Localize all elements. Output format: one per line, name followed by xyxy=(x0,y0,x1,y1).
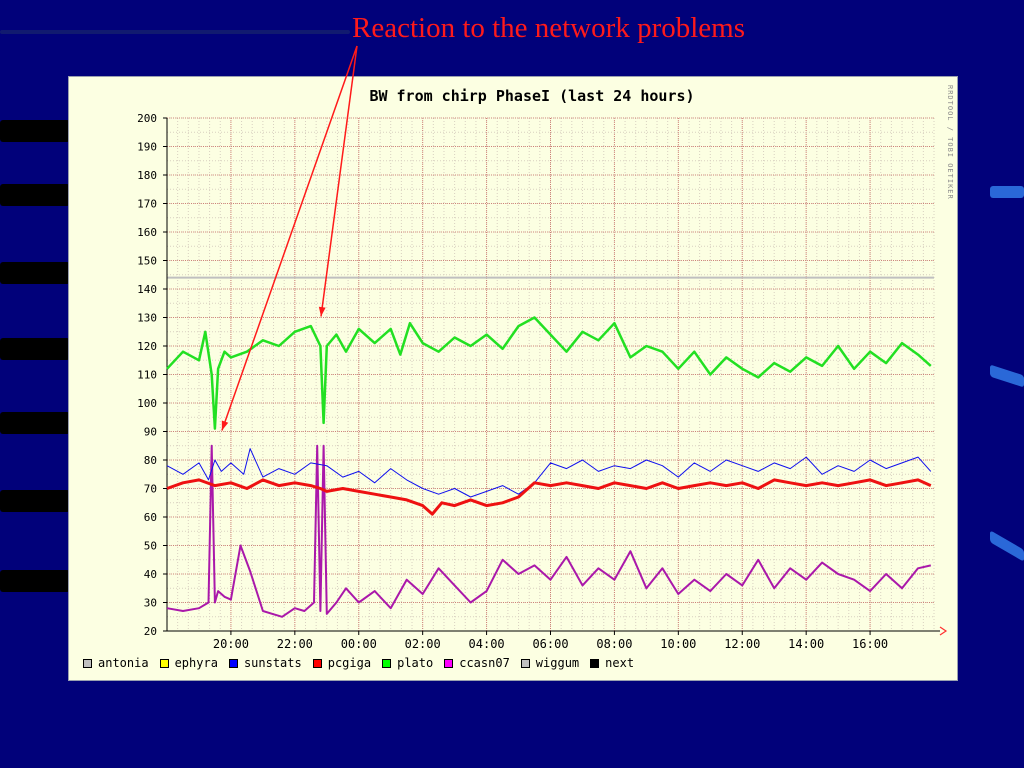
legend-swatch xyxy=(520,658,530,668)
y-tick-label: 200 xyxy=(137,112,157,125)
decor-bar xyxy=(0,490,70,512)
legend-label: wiggum xyxy=(535,656,580,670)
decor-bar xyxy=(990,186,1024,198)
legend-swatch xyxy=(83,658,92,668)
decor-bar xyxy=(0,338,70,360)
decor-bar xyxy=(0,30,350,34)
legend-swatch xyxy=(382,658,392,668)
legend-item-pcgiga: pcgiga xyxy=(312,656,372,670)
legend-item-next: next xyxy=(590,656,634,670)
legend-label: ccasn07 xyxy=(459,656,510,670)
y-tick-label: 80 xyxy=(144,454,157,467)
x-tick-label: 06:00 xyxy=(532,637,568,651)
decor-bar xyxy=(0,120,70,142)
decor-bar xyxy=(0,412,70,434)
x-axis-arrow xyxy=(939,626,948,636)
y-tick-label: 40 xyxy=(144,568,157,581)
chart-legend: antonia ephyra sunstats pcgiga plato ccasn07 w… xyxy=(83,655,645,671)
y-tick-label: 110 xyxy=(137,369,157,382)
legend-item-sunstats: sunstats xyxy=(228,656,302,670)
rrdtool-watermark: RRDTOOL / TOBI OETIKER xyxy=(946,85,954,200)
decor-bar xyxy=(0,262,70,284)
legend-label: antonia xyxy=(98,656,149,670)
chart-title: BW from chirp PhaseI (last 24 hours) xyxy=(369,87,695,105)
legend-label: next xyxy=(605,656,635,670)
x-tick-label: 00:00 xyxy=(341,637,377,651)
decor-bar xyxy=(0,570,70,592)
x-tick-label: 20:00 xyxy=(213,637,249,651)
x-tick-label: 08:00 xyxy=(596,637,632,651)
y-tick-label: 150 xyxy=(137,255,157,268)
legend-swatch xyxy=(312,658,322,668)
legend-label: ephyra xyxy=(174,656,218,670)
series-line-pcgiga xyxy=(166,478,932,516)
x-tick-label: 14:00 xyxy=(788,637,824,651)
series-line-sunstats xyxy=(166,448,932,498)
decor-bar xyxy=(990,364,1024,388)
legend-item-ccasn07: ccasn07 xyxy=(444,656,510,670)
y-tick-label: 130 xyxy=(137,312,157,325)
series-line-ccasn07 xyxy=(166,444,932,618)
y-tick-label: 140 xyxy=(137,283,157,296)
y-tick-label: 120 xyxy=(137,340,157,353)
legend-item-plato: plato xyxy=(382,656,433,670)
x-tick-label: 22:00 xyxy=(277,637,313,651)
legend-label: pcgiga xyxy=(327,656,372,670)
series-line-plato xyxy=(166,316,932,430)
y-tick-label: 180 xyxy=(137,169,157,182)
x-tick-label: 10:00 xyxy=(660,637,696,651)
legend-swatch xyxy=(228,658,238,668)
legend-swatch xyxy=(590,658,600,668)
chart-panel: BW from chirp PhaseI (last 24 hours) RRD… xyxy=(68,76,958,681)
y-tick-label: 60 xyxy=(144,511,157,524)
decor-bar xyxy=(990,530,1024,562)
y-tick-label: 190 xyxy=(137,141,157,154)
y-tick-label: 20 xyxy=(144,625,157,638)
x-tick-label: 12:00 xyxy=(724,637,760,651)
y-tick-label: 30 xyxy=(144,597,157,610)
y-tick-label: 170 xyxy=(137,198,157,211)
x-tick-label: 16:00 xyxy=(852,637,888,651)
y-tick-label: 100 xyxy=(137,397,157,410)
x-tick-label: 02:00 xyxy=(405,637,441,651)
y-tick-label: 160 xyxy=(137,226,157,239)
legend-item-antonia: antonia xyxy=(83,656,149,670)
y-tick-label: 90 xyxy=(144,426,157,439)
decor-bar xyxy=(0,184,70,206)
legend-label: sunstats xyxy=(243,656,302,670)
legend-item-wiggum: wiggum xyxy=(520,656,580,670)
legend-label: plato xyxy=(397,656,434,670)
legend-item-ephyra: ephyra xyxy=(159,656,218,670)
slide-title: Reaction to the network problems xyxy=(352,12,746,44)
legend-swatch xyxy=(159,658,169,668)
y-tick-label: 50 xyxy=(144,540,157,553)
x-tick-label: 04:00 xyxy=(469,637,505,651)
y-tick-label: 70 xyxy=(144,483,157,496)
legend-swatch xyxy=(444,658,454,668)
line-chart: 20 30 40 50 60 70 80 90 100 110 120 130 140 150 160 170… xyxy=(137,112,948,651)
